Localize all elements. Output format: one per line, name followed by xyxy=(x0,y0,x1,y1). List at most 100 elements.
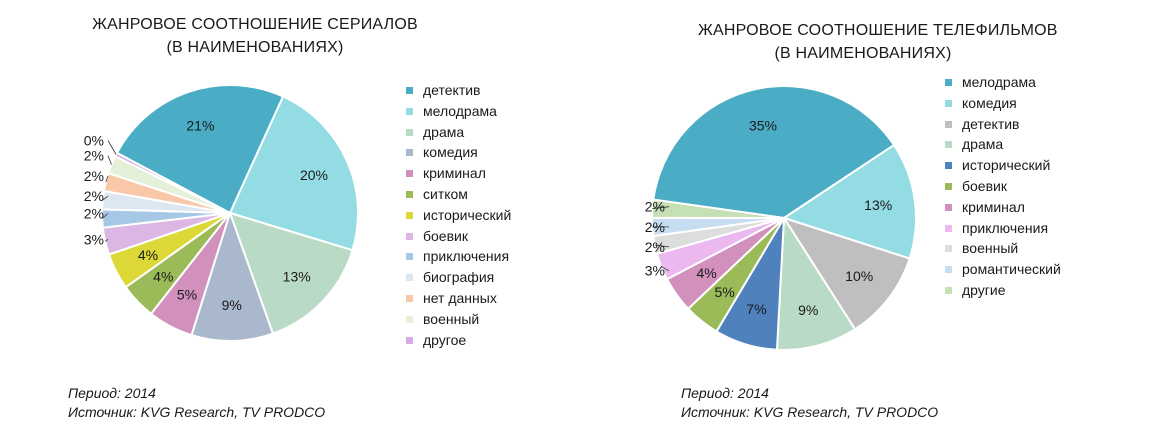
legend-item-мелодрама: мелодрама xyxy=(406,101,511,122)
legend-swatch xyxy=(406,128,413,136)
slice-percent-label: 2% xyxy=(645,219,665,235)
legend-swatch xyxy=(945,266,952,274)
legend-swatch xyxy=(406,107,413,115)
slice-percent-label: 2% xyxy=(84,188,104,204)
slice-percent-label: 4% xyxy=(138,247,158,263)
legend-item-романтический: романтический xyxy=(945,259,1061,280)
legend-item-приключения: приключения xyxy=(406,246,511,267)
legend-label: детектив xyxy=(423,82,481,98)
legend-item-исторический: исторический xyxy=(945,155,1061,176)
leader-line xyxy=(104,238,109,242)
legend-label: биография xyxy=(423,269,495,286)
legend-swatch xyxy=(945,182,952,190)
legend-item-драма: драма xyxy=(945,134,1061,155)
legend-item-исторический: исторический xyxy=(406,205,511,226)
slice-percent-label: 20% xyxy=(300,167,328,183)
legend-label: военный xyxy=(962,240,1019,257)
slice-percent-label: 2% xyxy=(645,239,665,255)
chart-title-line-1: ЖАНРОВОЕ СООТНОШЕНИЕ СЕРИАЛОВ xyxy=(92,16,418,33)
legend-swatch xyxy=(406,149,413,157)
pie-slice-мелодрама xyxy=(652,85,896,219)
slice-percent-label: 3% xyxy=(645,263,665,279)
legend-item-детектив: детектив xyxy=(945,114,1061,135)
pie-slice-мелодрама xyxy=(229,95,360,252)
legend-swatch xyxy=(406,211,413,219)
legend-label: боевик xyxy=(962,177,1007,194)
chart-title-line-1: ЖАНРОВОЕ СООТНОШЕНИЕ ТЕЛЕФИЛЬМОВ xyxy=(698,22,1058,39)
legend-item-детектив: детектив xyxy=(406,80,511,101)
legend-label: исторический xyxy=(423,206,512,223)
leader-line xyxy=(107,155,112,165)
legend-swatch xyxy=(406,232,413,240)
serials-legend: детектив мелодрама драма комедия криминал сит… xyxy=(406,80,511,350)
legend-swatch xyxy=(945,141,952,149)
legend-item-другое: другое xyxy=(406,330,511,351)
legend-swatch xyxy=(406,253,413,261)
slice-percent-label: 5% xyxy=(177,287,197,303)
legend-item-криминал: криминал xyxy=(945,197,1061,218)
footnote: Период: 2014 Источник: KVG Research, TV … xyxy=(681,384,938,422)
slice-percent-label: 10% xyxy=(845,268,873,284)
legend-label: криминал xyxy=(423,165,486,182)
legend-item-другие: другие xyxy=(945,280,1061,301)
slice-percent-label: 0% xyxy=(84,133,104,149)
legend-item-боевик: боевик xyxy=(945,176,1061,197)
legend-swatch xyxy=(945,99,952,107)
legend-swatch xyxy=(945,79,952,86)
leader-line xyxy=(652,206,670,210)
legend-label: другие xyxy=(962,281,1006,298)
slice-percent-label: 21% xyxy=(186,118,214,134)
slice-percent-label: 4% xyxy=(696,265,716,281)
slice-percent-label: 2% xyxy=(645,199,665,215)
pie-slice-детектив xyxy=(115,83,285,214)
slice-percent-label: 2% xyxy=(84,168,104,184)
legend-label: приключения xyxy=(962,219,1049,236)
slice-percent-label: 13% xyxy=(283,269,311,285)
leader-line xyxy=(102,195,109,201)
legend-label: военный xyxy=(423,310,480,327)
legend-swatch xyxy=(945,286,952,294)
footnote-source: Источник: KVG Research, TV PRODCO xyxy=(681,404,939,420)
legend-swatch xyxy=(406,190,413,198)
legend-label: ситком xyxy=(423,185,468,202)
legend-item-боевик: боевик xyxy=(406,226,511,247)
slice-percent-label: 7% xyxy=(746,301,766,317)
chart-title: ЖАНРОВОЕ СООТНОШЕНИЕ СЕРИАЛОВ (В НАИМЕНО… xyxy=(90,13,420,59)
pie-slice-комедия xyxy=(783,144,917,260)
legend-label: нет данных xyxy=(423,289,497,306)
legend-item-военный: военный xyxy=(406,309,511,330)
chart-title-line-2: (В НАИМЕНОВАНИЯХ) xyxy=(774,45,952,62)
leader-line xyxy=(661,266,670,272)
legend-swatch xyxy=(945,224,952,232)
slice-percent-label: 2% xyxy=(84,206,104,222)
legend-label: драма xyxy=(962,136,1004,153)
legend-label: комедия xyxy=(423,144,478,161)
legend-label: приключения xyxy=(423,248,510,265)
slice-percent-label: 13% xyxy=(864,197,892,213)
legend-label: мелодрама xyxy=(962,74,1036,90)
legend-swatch xyxy=(945,162,952,170)
legend-swatch xyxy=(945,245,952,253)
slice-percent-label: 9% xyxy=(798,302,818,318)
legend-item-биография: биография xyxy=(406,267,511,288)
pie-slice-драма xyxy=(229,212,354,335)
legend-swatch xyxy=(406,294,413,302)
legend-item-мелодрама: мелодрама xyxy=(945,72,1061,93)
leader-line xyxy=(654,244,670,248)
footnote-period: Период: 2014 xyxy=(681,385,769,401)
legend-label: криминал xyxy=(962,198,1025,215)
pie-slice-драма xyxy=(775,217,857,351)
slice-percent-label: 4% xyxy=(153,269,173,285)
footnote: Период: 2014 Источник: KVG Research, TV … xyxy=(68,384,325,422)
legend-label: мелодрама xyxy=(423,102,497,119)
leader-line xyxy=(107,140,117,155)
legend-item-комедия: комедия xyxy=(406,142,511,163)
legend-label: детектив xyxy=(962,115,1020,132)
leader-line xyxy=(101,213,109,219)
legend-swatch xyxy=(406,87,413,94)
legend-item-комедия: комедия xyxy=(945,93,1061,114)
legend-item-военный: военный xyxy=(945,238,1061,259)
legend-label: комедия xyxy=(962,94,1017,111)
pie-slice-другое xyxy=(114,151,231,214)
legend-label: боевик xyxy=(423,227,468,244)
